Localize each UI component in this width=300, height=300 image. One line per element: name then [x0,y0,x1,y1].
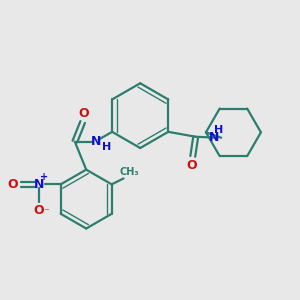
Text: H: H [214,125,223,135]
Text: CH₃: CH₃ [120,167,139,177]
Text: O: O [34,204,44,218]
Text: N: N [91,135,102,148]
Text: N: N [209,131,220,144]
Text: O: O [187,159,197,172]
Text: O: O [7,178,18,191]
Text: H: H [102,142,111,152]
Text: ⁻: ⁻ [43,207,49,217]
Text: O: O [78,107,89,120]
Text: +: + [40,172,48,182]
Text: N: N [34,178,44,191]
